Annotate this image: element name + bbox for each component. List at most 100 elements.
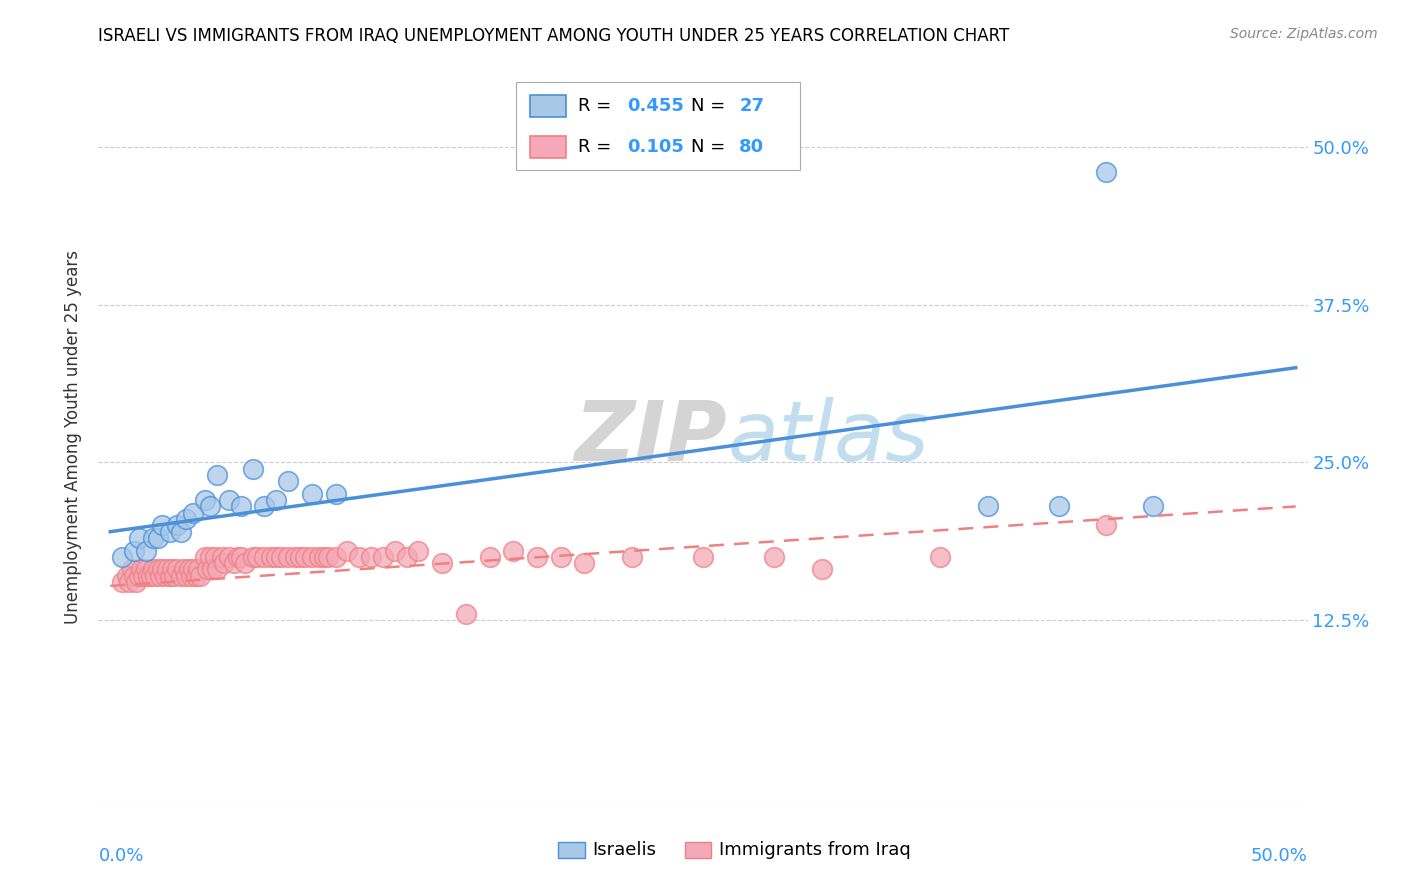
Point xyxy=(408,543,430,558)
Point xyxy=(347,549,370,564)
Point xyxy=(153,569,176,583)
Point xyxy=(181,506,204,520)
Point xyxy=(156,562,179,576)
Point xyxy=(526,549,548,564)
Point xyxy=(325,549,347,564)
Point xyxy=(277,549,299,564)
Point xyxy=(218,549,240,564)
Point xyxy=(395,549,418,564)
Point xyxy=(204,549,226,564)
Point xyxy=(242,549,264,564)
Text: 0.455: 0.455 xyxy=(627,97,683,115)
Point xyxy=(211,549,233,564)
Text: atlas: atlas xyxy=(727,397,929,477)
Point xyxy=(277,474,299,488)
Text: Israelis: Israelis xyxy=(592,840,655,859)
Point xyxy=(246,549,269,564)
Point xyxy=(264,549,287,564)
Point xyxy=(198,500,221,514)
Point xyxy=(226,549,249,564)
Point xyxy=(205,562,228,576)
Point xyxy=(264,493,287,508)
Point xyxy=(550,549,572,564)
Text: 80: 80 xyxy=(740,137,765,156)
Text: Source: ZipAtlas.com: Source: ZipAtlas.com xyxy=(1230,27,1378,41)
Text: 50.0%: 50.0% xyxy=(1251,847,1308,864)
Bar xyxy=(685,841,711,858)
Text: Immigrants from Iraq: Immigrants from Iraq xyxy=(718,840,911,859)
Point xyxy=(294,549,316,564)
Point xyxy=(128,569,150,583)
Point xyxy=(371,549,394,564)
Point xyxy=(174,512,197,526)
Point xyxy=(325,487,347,501)
Point xyxy=(212,556,235,570)
Point xyxy=(1047,500,1070,514)
Text: ZIP: ZIP xyxy=(575,397,727,477)
Point xyxy=(218,493,240,508)
Point xyxy=(174,569,197,583)
Point xyxy=(125,575,148,590)
Point xyxy=(1095,165,1118,179)
Point xyxy=(284,549,307,564)
Point xyxy=(810,562,832,576)
Point xyxy=(142,531,165,545)
Bar xyxy=(558,841,585,858)
Point xyxy=(253,549,276,564)
Point xyxy=(190,569,212,583)
Point xyxy=(152,562,174,576)
Point xyxy=(143,569,166,583)
Point xyxy=(1142,500,1164,514)
Point xyxy=(336,543,359,558)
Text: R =: R = xyxy=(578,97,617,115)
Point xyxy=(301,487,323,501)
Point xyxy=(194,493,217,508)
Point xyxy=(574,556,596,570)
Text: 0.105: 0.105 xyxy=(627,137,683,156)
Point xyxy=(242,461,264,475)
Point xyxy=(360,549,382,564)
Bar xyxy=(530,95,567,118)
Point xyxy=(976,500,998,514)
Point xyxy=(166,562,188,576)
Point xyxy=(502,543,524,558)
Point xyxy=(763,549,786,564)
Point xyxy=(111,575,134,590)
Point xyxy=(235,556,257,570)
Bar xyxy=(530,136,567,158)
Point xyxy=(454,607,477,621)
Point xyxy=(115,569,138,583)
FancyBboxPatch shape xyxy=(516,82,800,170)
Point xyxy=(229,549,252,564)
Point xyxy=(177,562,200,576)
Point xyxy=(197,562,219,576)
Point xyxy=(229,500,252,514)
Text: R =: R = xyxy=(578,137,617,156)
Point xyxy=(180,569,202,583)
Point xyxy=(122,543,145,558)
Point xyxy=(308,549,330,564)
Point xyxy=(139,569,162,583)
Point xyxy=(253,500,276,514)
Point xyxy=(260,549,283,564)
Point xyxy=(160,562,183,576)
Point xyxy=(432,556,454,570)
Y-axis label: Unemployment Among Youth under 25 years: Unemployment Among Youth under 25 years xyxy=(65,250,83,624)
Point xyxy=(301,549,323,564)
Point xyxy=(118,575,141,590)
Point xyxy=(121,562,143,576)
Text: 0.0%: 0.0% xyxy=(98,847,143,864)
Point xyxy=(170,524,193,539)
Text: N =: N = xyxy=(690,97,731,115)
Point xyxy=(132,569,155,583)
Point xyxy=(929,549,952,564)
Point xyxy=(288,549,311,564)
Point xyxy=(173,562,195,576)
Point xyxy=(135,543,157,558)
Point xyxy=(312,549,335,564)
Point xyxy=(478,549,501,564)
Point xyxy=(135,562,157,576)
Point xyxy=(384,543,406,558)
Point xyxy=(222,556,245,570)
Point xyxy=(159,569,181,583)
